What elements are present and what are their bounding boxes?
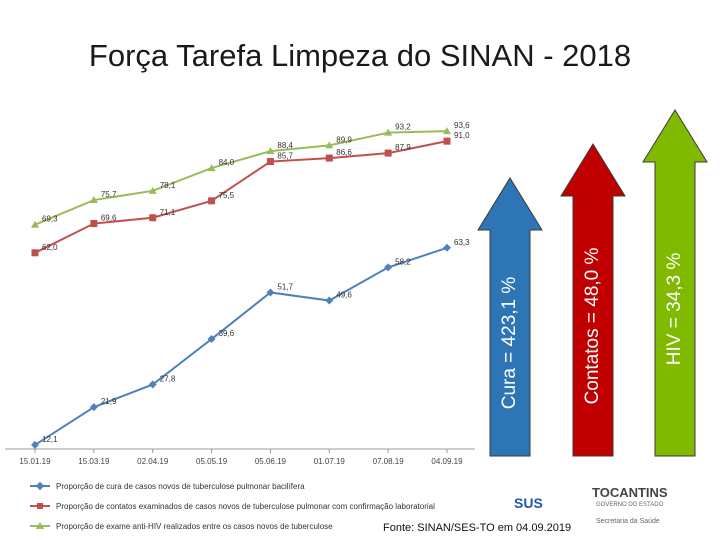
data-label: 86,6: [336, 148, 352, 157]
data-label: 49,6: [336, 291, 352, 300]
data-point: [325, 141, 334, 149]
chart-legend: Proporção de cura de casos novos de tube…: [30, 476, 435, 536]
arrow-label-cura: Cura = 423,1 %: [499, 276, 520, 410]
page-title: Força Tarefa Limpeza do SINAN - 2018: [88, 38, 632, 73]
data-point: [384, 149, 392, 157]
legend-label-cura: Proporção de cura de casos novos de tube…: [56, 481, 305, 491]
data-label: 69,6: [101, 214, 117, 223]
arrow-hiv: [642, 109, 708, 457]
legend-item-contatos: Proporção de contatos examinados de caso…: [30, 496, 435, 516]
data-label: 75,5: [219, 191, 235, 200]
data-label: 91,0: [454, 131, 470, 140]
data-label: 93,2: [395, 123, 411, 132]
series-line: [34, 246, 448, 446]
source-note: Fonte: SINAN/SES-TO em 04.09.2019: [383, 522, 572, 534]
x-tick-label: 07.08.19: [373, 457, 405, 466]
data-point: [384, 263, 393, 272]
legend-marker-square-icon: [37, 503, 43, 509]
data-label: 84,0: [219, 158, 235, 167]
legend-marker-diamond-icon: [35, 481, 45, 491]
arrow-contatos: [560, 143, 626, 457]
x-tick-label: 02.04.19: [137, 457, 169, 466]
data-label: 63,3: [454, 238, 470, 247]
data-point: [443, 127, 451, 135]
data-point: [325, 154, 333, 162]
data-label: 39,6: [219, 329, 235, 338]
governo-text: GOVERNO DO ESTADO: [596, 502, 664, 508]
data-label: 62,0: [42, 243, 58, 252]
data-point: [31, 440, 39, 449]
data-point: [149, 214, 157, 222]
data-label: 78,1: [160, 181, 176, 190]
x-tick-label: 15.01.19: [19, 457, 51, 466]
data-point: [325, 296, 334, 305]
data-point: [384, 128, 393, 136]
data-label: 93,6: [454, 121, 470, 130]
legend-item-cura: Proporção de cura de casos novos de tube…: [30, 476, 435, 496]
data-label: 87,9: [395, 143, 411, 152]
series-line: [34, 130, 448, 226]
data-point: [266, 288, 275, 297]
data-point: [90, 220, 98, 228]
data-point: [148, 186, 157, 194]
data-label: 12,1: [42, 435, 58, 444]
series-line: [34, 140, 448, 254]
arrow-cura: [477, 177, 543, 457]
data-point: [89, 196, 98, 204]
data-point: [208, 197, 216, 205]
data-label: 58,2: [395, 257, 411, 266]
data-point: [148, 380, 157, 389]
arrow-label-contatos: Contatos = 48,0 %: [582, 247, 603, 405]
data-label: 21,9: [101, 397, 117, 406]
data-label: 89,9: [336, 135, 352, 144]
data-label: 27,8: [160, 374, 176, 383]
data-point: [31, 220, 39, 228]
data-label: 88,4: [277, 141, 293, 150]
legend-marker-triangle-icon: [36, 522, 44, 529]
logos: SUS TOCANTINS GOVERNO DO ESTADO Secretar…: [510, 483, 720, 533]
data-label: 51,7: [277, 282, 293, 291]
data-label: 69,3: [42, 215, 58, 224]
legend-item-hiv: Proporção de exame anti-HIV realizados e…: [30, 516, 435, 536]
data-point: [266, 158, 274, 166]
x-tick-label: 15.03.19: [78, 457, 110, 466]
legend-label-contatos: Proporção de contatos examinados de caso…: [56, 501, 435, 511]
sus-logo: SUS: [514, 495, 543, 511]
x-tick-label: 04.09.19: [431, 457, 463, 466]
data-point: [31, 249, 39, 257]
x-tick-label: 05.06.19: [255, 457, 287, 466]
legend-label-hiv: Proporção de exame anti-HIV realizados e…: [56, 521, 333, 531]
data-point: [207, 335, 216, 344]
arrow-label-hiv: HIV = 34,3 %: [664, 252, 685, 366]
data-point: [443, 137, 451, 145]
secretaria-text: Secretaria da Saúde: [596, 518, 660, 525]
tocantins-logo: TOCANTINS: [592, 485, 668, 500]
x-tick-label: 05.05.19: [196, 457, 228, 466]
data-label: 75,7: [101, 190, 117, 199]
data-label: 85,7: [277, 152, 293, 161]
data-point: [207, 164, 216, 172]
data-point: [443, 243, 451, 252]
data-label: 71,1: [160, 208, 176, 217]
x-tick-label: 01.07.19: [314, 457, 346, 466]
data-point: [89, 403, 98, 412]
data-point: [266, 147, 275, 155]
